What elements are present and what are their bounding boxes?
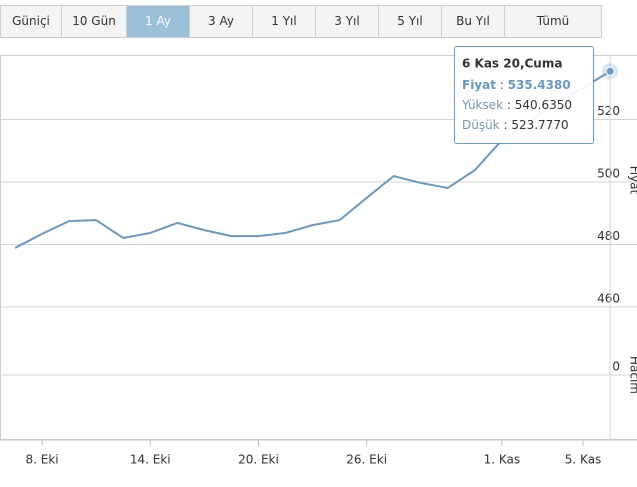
x-tick-label: 20. Eki bbox=[238, 453, 279, 467]
range-button[interactable]: 5 Yıl bbox=[379, 5, 442, 38]
range-button[interactable]: Bu Yıl bbox=[442, 5, 505, 38]
tooltip-value: 535.4380 bbox=[508, 78, 571, 92]
y-tick-label: 520 bbox=[597, 104, 620, 118]
tooltip-sep: : bbox=[496, 78, 508, 92]
x-tick-label: 1. Kas bbox=[484, 453, 521, 467]
tooltip-row: Fiyat : 535.4380 bbox=[462, 78, 571, 92]
hover-point bbox=[605, 66, 615, 76]
range-button[interactable]: 10 Gün bbox=[62, 5, 127, 38]
x-tick-label: 5. Kas bbox=[565, 453, 602, 467]
y2-tick-label: 0 bbox=[612, 360, 620, 374]
range-buttons: Güniçi 10 Gün 1 Ay 3 Ay 1 Yıl 3 Yıl 5 Yıl Bu Yı… bbox=[0, 5, 602, 38]
x-tick-label: 26. Eki bbox=[346, 453, 387, 467]
y2-axis-label: Hacim bbox=[628, 356, 637, 394]
tooltip-sep: : bbox=[500, 118, 512, 132]
range-button[interactable]: 1 Yıl bbox=[253, 5, 316, 38]
range-button[interactable]: 3 Yıl bbox=[316, 5, 379, 38]
tooltip-value: 540.6350 bbox=[515, 98, 572, 112]
tooltip-label: Fiyat bbox=[462, 78, 496, 92]
tooltip-value: 523.7770 bbox=[511, 118, 568, 132]
tooltip-label: Düşük bbox=[462, 118, 500, 132]
y-axis-label: Fiyat bbox=[628, 166, 637, 195]
tooltip-row: Yüksek : 540.6350 bbox=[461, 98, 572, 112]
x-tick-label: 14. Eki bbox=[130, 453, 171, 467]
range-button[interactable]: Tümü bbox=[505, 5, 602, 38]
y-tick-label: 500 bbox=[597, 167, 620, 181]
tooltip-box bbox=[454, 46, 594, 144]
x-tick-label: 8. Eki bbox=[25, 453, 58, 467]
tooltip-title: 6 Kas 20,Cuma bbox=[462, 57, 562, 71]
y-tick-label: 460 bbox=[597, 292, 620, 306]
range-button[interactable]: 1 Ay bbox=[127, 5, 190, 38]
tooltip: 6 Kas 20,Cuma Fiyat : 535.4380 Yüksek : 54… bbox=[454, 46, 594, 144]
tooltip-row: Düşük : 523.7770 bbox=[462, 118, 569, 132]
tooltip-label: Yüksek bbox=[461, 98, 503, 112]
y-tick-label: 480 bbox=[597, 229, 620, 243]
range-button[interactable]: Güniçi bbox=[0, 5, 62, 38]
range-button[interactable]: 3 Ay bbox=[190, 5, 253, 38]
tooltip-sep: : bbox=[503, 98, 515, 112]
